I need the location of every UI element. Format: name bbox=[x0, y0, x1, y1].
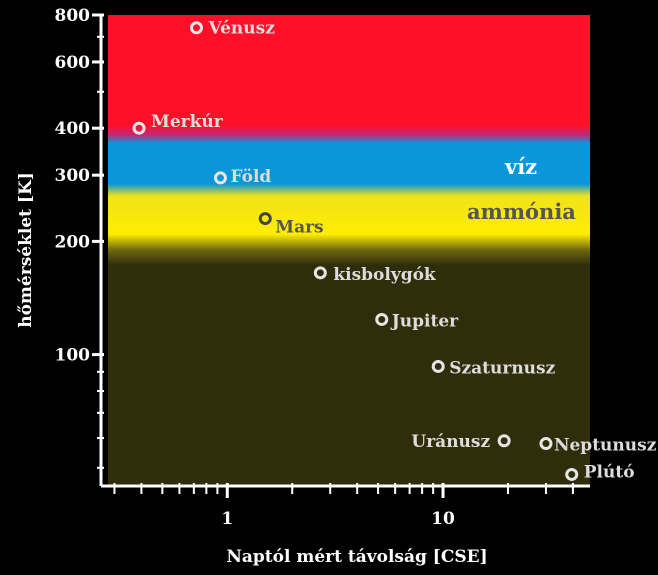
point-label-uranusz: Uránusz bbox=[411, 432, 490, 452]
point-pluto bbox=[565, 467, 579, 481]
band-label-1: víz bbox=[504, 154, 537, 179]
x-tick-label: 10 bbox=[431, 509, 455, 529]
y-tick-label: 400 bbox=[55, 119, 91, 139]
point-label-neptunusz: Neptunusz bbox=[554, 436, 657, 456]
point-kisbolygok bbox=[313, 266, 327, 280]
point-label-pluto: Plútó bbox=[584, 462, 635, 482]
point-label-mars: Mars bbox=[275, 218, 323, 238]
plot-background bbox=[108, 15, 590, 485]
x-tick-label: 1 bbox=[221, 509, 233, 529]
y-axis-title: hőmérséklet [K] bbox=[16, 172, 36, 328]
y-tick-label: 100 bbox=[55, 346, 91, 366]
y-tick-label: 300 bbox=[55, 166, 91, 186]
point-label-fold: Föld bbox=[230, 167, 271, 187]
point-label-szaturnusz: Szaturnusz bbox=[449, 358, 555, 378]
y-tick-label: 600 bbox=[55, 53, 91, 73]
y-tick-label: 200 bbox=[55, 232, 91, 252]
axes: 100 200 300 400 600 800 1 10 bbox=[55, 6, 590, 529]
x-axis-title: Naptól mért távolság [CSE] bbox=[226, 547, 487, 567]
point-neptunusz bbox=[539, 437, 553, 451]
point-label-kisbolygok: kisbolygók bbox=[333, 265, 437, 285]
point-jupiter bbox=[375, 312, 389, 326]
point-mars bbox=[258, 212, 272, 226]
band-labels: víz ammónia bbox=[467, 154, 576, 224]
point-venusz bbox=[189, 21, 203, 35]
point-szaturnusz bbox=[431, 359, 445, 373]
point-uranusz bbox=[497, 434, 511, 448]
point-label-merkur: Merkúr bbox=[151, 112, 224, 132]
point-fold bbox=[213, 171, 227, 185]
point-label-venusz: Vénusz bbox=[207, 19, 275, 39]
y-tick-label: 800 bbox=[55, 6, 91, 26]
data-points: Vénusz Merkúr Föld Mars kisbolygók Jupiter Sza… bbox=[132, 19, 657, 482]
point-label-jupiter: Jupiter bbox=[390, 311, 459, 331]
band-label-2: ammónia bbox=[467, 199, 576, 224]
point-merkur bbox=[132, 121, 146, 135]
